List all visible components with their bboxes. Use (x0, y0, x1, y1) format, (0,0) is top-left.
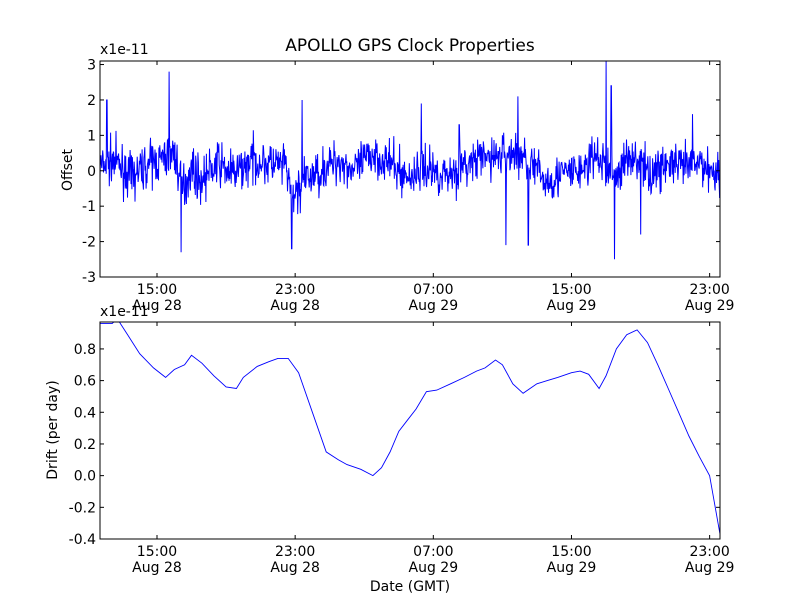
y-tick-label: 0.8 (74, 342, 96, 358)
offset-series-line (100, 61, 720, 260)
y-tick-label: 0 (87, 164, 96, 180)
x-tick-date-label: Aug 28 (132, 298, 182, 314)
y-tick-label: 2 (87, 93, 96, 109)
x-tick-date-label: Aug 29 (409, 298, 459, 314)
x-tick-time-label: 23:00 (689, 282, 729, 298)
x-tick-time-label: 15:00 (137, 282, 177, 298)
x-tick-time-label: 07:00 (413, 544, 453, 560)
x-tick-time-label: 15:00 (551, 282, 591, 298)
x-tick-time-label: 23:00 (275, 544, 315, 560)
x-tick-date-label: Aug 29 (409, 560, 459, 576)
y-tick-label: 0.0 (74, 469, 96, 485)
y-tick-label: -0.4 (69, 532, 96, 548)
x-tick-date-label: Aug 28 (270, 298, 320, 314)
y-tick-label: 0.4 (74, 405, 96, 421)
plot-frame (99, 60, 721, 278)
x-tick-date-label: Aug 29 (685, 298, 735, 314)
y-tick-label: 3 (87, 58, 96, 74)
offset-axis-label: Offset (60, 148, 76, 191)
x-tick-time-label: 15:00 (551, 544, 591, 560)
y-tick-label: -3 (82, 270, 96, 286)
drift-scale-label: x1e-11 (100, 304, 149, 320)
x-tick-date-label: Aug 29 (547, 560, 597, 576)
drift-axis-label: Drift (per day) (45, 380, 61, 479)
x-tick-time-label: 23:00 (689, 544, 729, 560)
drift-panel: x1e-11 Drift (per day) Date (GMT) -0.4 -0… (45, 304, 734, 595)
x-tick-date-label: Aug 29 (685, 560, 735, 576)
y-tick-label: 0.6 (74, 374, 96, 390)
x-tick-time-label: 23:00 (275, 282, 315, 298)
x-tick-time-label: 15:00 (137, 544, 177, 560)
x-tick-date-label: Aug 28 (270, 560, 320, 576)
x-tick-date-label: Aug 28 (132, 560, 182, 576)
y-tick-label: -1 (82, 199, 96, 215)
y-tick-label: 1 (87, 128, 96, 144)
y-tick-label: -0.2 (69, 500, 96, 516)
drift-series-line (100, 322, 720, 535)
y-tick-label: 0.2 (74, 437, 96, 453)
x-tick-time-label: 07:00 (413, 282, 453, 298)
y-tick-label: -2 (82, 235, 96, 251)
x-tick-date-label: Aug 29 (547, 298, 597, 314)
x-axis-label: Date (GMT) (370, 579, 450, 595)
chart-title: APOLLO GPS Clock Properties (285, 36, 535, 56)
offset-scale-label: x1e-11 (100, 42, 149, 58)
plot-frame (99, 321, 721, 540)
